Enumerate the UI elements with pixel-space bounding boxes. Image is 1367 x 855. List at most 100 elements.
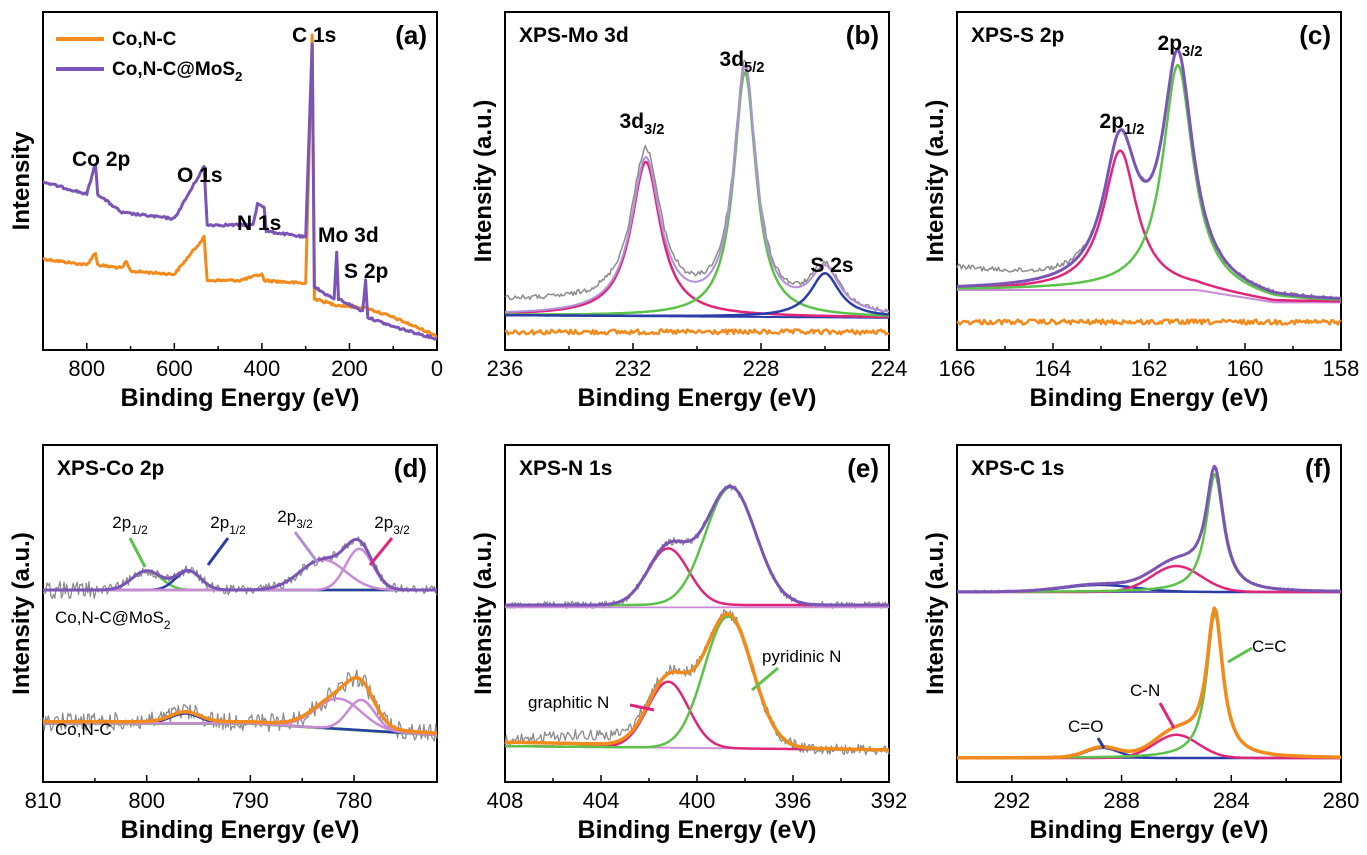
x-axis-label: Binding Energy (eV): [578, 816, 817, 844]
peak-arrow: [1227, 646, 1253, 664]
peak-label: Mo 3d: [318, 224, 379, 247]
plot-frame: [956, 444, 1342, 783]
x-axis-label: Binding Energy (eV): [578, 384, 817, 412]
x-tick-label: 162: [1131, 356, 1168, 381]
sample-label: Co,N-C@MoS2: [55, 608, 171, 632]
fit-peak-cc: [957, 473, 1341, 594]
fit-peak-3d32: [505, 160, 889, 319]
panel-b: 236 232 228 224 Binding Energy (eV) Intensity…: [470, 11, 908, 412]
peak-label: 2p1/2: [210, 513, 246, 537]
raw-data-line: [504, 59, 890, 314]
plot-frame: [42, 444, 438, 783]
x-tick-label: 396: [775, 788, 812, 813]
x-axis-label: Binding Energy (eV): [121, 816, 360, 844]
x-tick-label: 392: [871, 788, 908, 813]
raw-data-line: [504, 483, 890, 610]
peak-arrow: [206, 537, 230, 566]
x-tick-label: 160: [1227, 356, 1264, 381]
x-tick-label: 400: [679, 788, 716, 813]
fit-peak-2p12: [957, 149, 1341, 303]
raw-data-line: [956, 466, 1342, 594]
fit-peak-2p32: [957, 64, 1342, 301]
panel-title: XPS-N 1s: [519, 457, 612, 480]
fit-envelope: [956, 48, 1341, 300]
peak-label: C=C: [1252, 637, 1286, 656]
x-tick-label: 236: [487, 356, 524, 381]
peak-label: S 2s: [810, 254, 853, 277]
plot-frame: [42, 11, 438, 351]
peak-label: C-N: [1130, 681, 1160, 700]
legend-entry: Co,N-C: [112, 29, 177, 50]
peak-label: 3d5/2: [720, 48, 765, 76]
x-tick-label: 166: [939, 356, 976, 381]
peak-label: 2p3/2: [1158, 32, 1203, 60]
panel-d: 810 800 790 780 Binding Energy (eV) Intensity…: [8, 444, 438, 844]
peak-arrow: [293, 531, 320, 564]
fit-peak-pyridinic: [504, 615, 889, 752]
x-tick-label: 600: [156, 356, 193, 381]
fit-envelope: [957, 606, 1342, 760]
x-tick-label: 232: [615, 356, 652, 381]
fit-envelope: [957, 464, 1341, 594]
x-tick-label: 292: [993, 788, 1030, 813]
x-tick-label: 228: [743, 356, 780, 381]
series-line-co-nc: [504, 328, 890, 336]
fit-envelope: [505, 485, 889, 607]
y-axis-label: Intensity (a.u.): [470, 100, 497, 263]
x-tick-label: 404: [583, 788, 620, 813]
panel-f: 292 288 284 280 Binding Energy (eV) Intensity…: [922, 444, 1360, 844]
panel-label: (a): [395, 20, 427, 50]
peak-arrow: [368, 537, 394, 566]
x-axis-label: Binding Energy (eV): [121, 384, 360, 412]
peak-arrow: [1158, 702, 1176, 729]
y-axis-label: Intensity: [8, 131, 35, 230]
peak-label: pyridinic N: [762, 647, 841, 666]
x-tick-label: 800: [68, 356, 105, 381]
x-tick-label: 800: [128, 788, 165, 813]
peak-label: 2p3/2: [374, 513, 410, 537]
panel-title: XPS-Mo 3d: [519, 24, 629, 47]
x-tick-label: 200: [331, 356, 368, 381]
x-tick-label: 408: [487, 788, 524, 813]
peak-arrow: [751, 666, 779, 692]
series-line: [42, 33, 438, 338]
x-tick-label: 400: [244, 356, 281, 381]
peak-label: C 1s: [292, 24, 336, 47]
x-tick-label: 158: [1323, 356, 1360, 381]
panel-a: 800 600 400 200 0 Binding Energy (eV) Intensit…: [8, 11, 443, 412]
fit-envelope: [43, 537, 437, 592]
peak-label: Co 2p: [72, 148, 130, 171]
x-tick-label: 224: [871, 356, 908, 381]
plot-frame: [504, 444, 890, 783]
x-axis-label: Binding Energy (eV): [1030, 384, 1269, 412]
x-tick-label: 780: [336, 788, 373, 813]
peak-label: 2p1/2: [1100, 110, 1145, 138]
y-axis-label: Intensity (a.u.): [8, 532, 35, 695]
fit-envelope: [43, 675, 438, 735]
x-axis-label: Binding Energy (eV): [1030, 816, 1269, 844]
peak-arrow: [1096, 737, 1106, 749]
panel-title: XPS-S 2p: [971, 24, 1064, 47]
panel-label: (e): [847, 453, 879, 483]
baseline-line: [957, 289, 1341, 304]
peak-label: 2p3/2: [277, 507, 313, 531]
panel-title: XPS-C 1s: [971, 457, 1064, 480]
y-axis-label: Intensity (a.u.): [470, 532, 497, 695]
panel-label: (b): [846, 20, 879, 50]
x-tick-label: 164: [1035, 356, 1072, 381]
x-tick-label: 284: [1213, 788, 1250, 813]
peak-arrow: [128, 537, 147, 568]
panel-title: XPS-Co 2p: [57, 457, 164, 480]
panel-c: 166 164 162 160 158 Binding Energy (eV) Intens…: [922, 11, 1360, 412]
fit-envelope: [505, 64, 890, 313]
fit-peak-pyridinic: [505, 485, 889, 607]
peak-label: O 1s: [177, 164, 223, 187]
x-tick-label: 280: [1323, 788, 1360, 813]
x-tick-label: 790: [232, 788, 269, 813]
raw-data-line: [956, 47, 1342, 302]
peak-label: C=O: [1068, 717, 1103, 736]
panel-label: (f): [1305, 453, 1331, 483]
panel-e: 408 404 400 396 392 Binding Energy (eV) Intens…: [470, 444, 908, 844]
fit-peak-s2s: [505, 272, 890, 318]
